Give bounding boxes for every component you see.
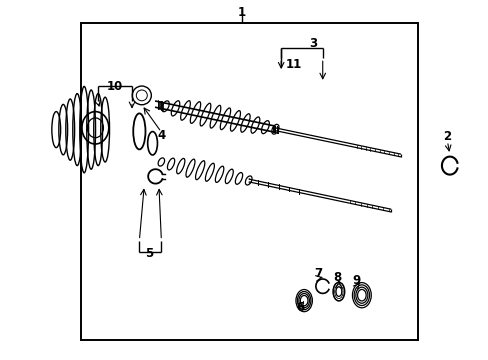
Bar bbox=[81, 23, 417, 340]
Text: 9: 9 bbox=[352, 274, 360, 287]
Text: 5: 5 bbox=[145, 247, 153, 260]
Text: 11: 11 bbox=[285, 58, 301, 71]
Text: 7: 7 bbox=[313, 267, 321, 280]
Text: 2: 2 bbox=[443, 130, 450, 143]
Text: 6: 6 bbox=[296, 301, 304, 314]
Text: 1: 1 bbox=[238, 6, 245, 19]
Text: 10: 10 bbox=[106, 80, 123, 93]
Text: 8: 8 bbox=[333, 271, 341, 284]
Text: 3: 3 bbox=[308, 37, 316, 50]
Text: 4: 4 bbox=[157, 129, 165, 141]
